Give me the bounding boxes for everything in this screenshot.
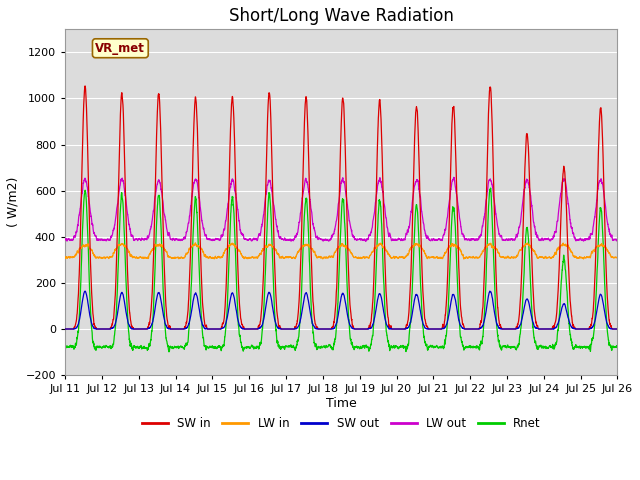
Legend: SW in, LW in, SW out, LW out, Rnet: SW in, LW in, SW out, LW out, Rnet xyxy=(137,412,546,435)
X-axis label: Time: Time xyxy=(326,397,356,410)
Title: Short/Long Wave Radiation: Short/Long Wave Radiation xyxy=(229,7,454,25)
Y-axis label: ( W/m2): ( W/m2) xyxy=(7,177,20,228)
Text: VR_met: VR_met xyxy=(95,42,145,55)
